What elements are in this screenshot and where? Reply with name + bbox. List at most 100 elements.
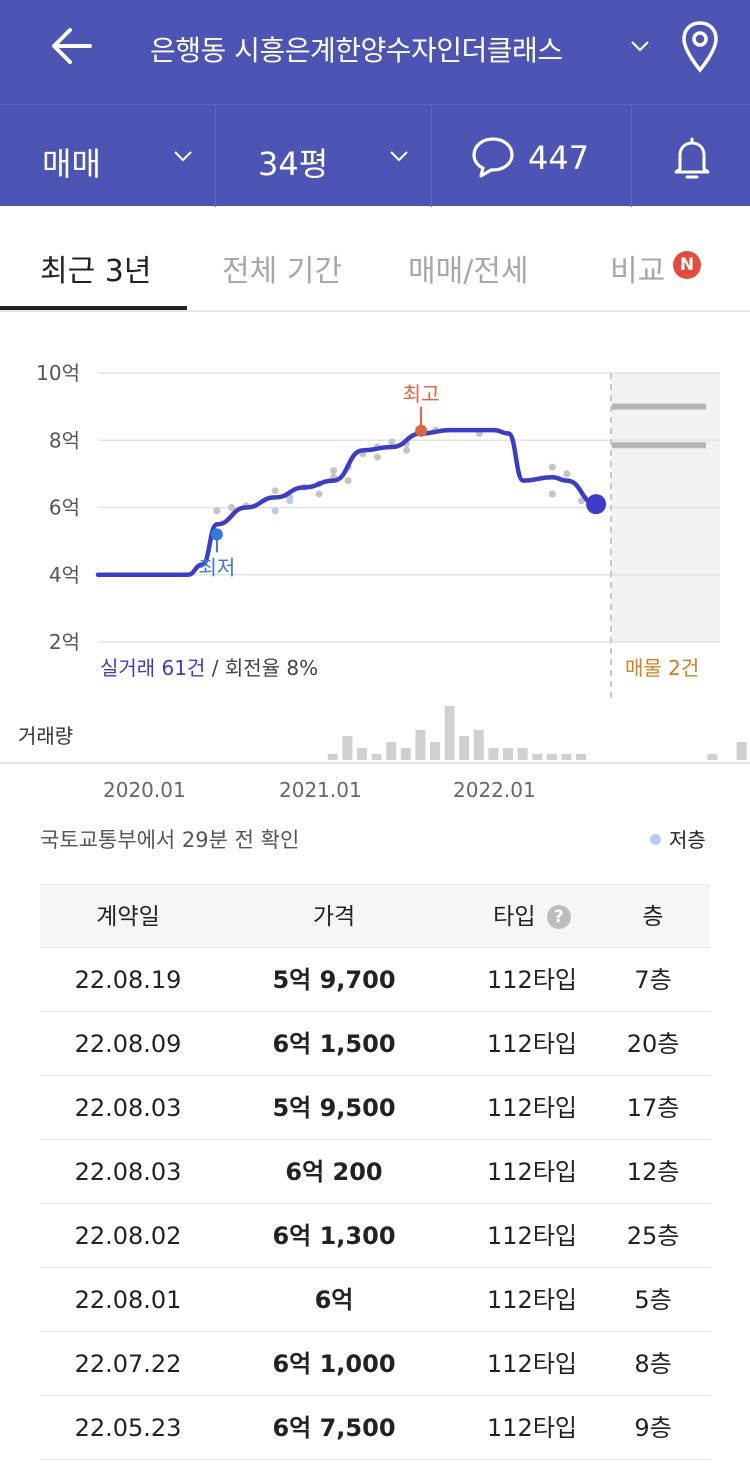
apartment-title[interactable]: 은행동 시흥은계한양수자인더클래스 (150, 34, 563, 67)
row-type: 112타입 (487, 1414, 577, 1442)
row-type: 112타입 (487, 1094, 577, 1122)
help-icon[interactable]: ? (546, 905, 571, 929)
app-header: 은행동 시흥은계한양수자인더클래스 매매 34평 447 (0, 0, 750, 207)
deal-point (388, 438, 396, 446)
new-badge: N (673, 251, 701, 279)
x-tick-label: 2022.01 (453, 778, 536, 802)
table-row[interactable]: 22.08.01 6억 112타입 5층 (40, 1268, 710, 1332)
bell-icon (674, 137, 710, 179)
row-date: 22.05.23 (74, 1414, 182, 1442)
volume-bar (532, 754, 543, 760)
high-label: 최고 (403, 382, 440, 406)
row-price: 6억 7,500 (272, 1414, 396, 1442)
volume-bar (459, 736, 470, 760)
location-pin-icon[interactable] (680, 20, 720, 74)
volume-bar (736, 742, 747, 760)
volume-bar (386, 742, 397, 760)
table-body: 22.08.19 5억 9,700 112타입 7층 22.08.09 6억 1… (40, 948, 710, 1460)
y-tick-label: 6억 (49, 496, 80, 520)
back-arrow-icon[interactable] (48, 22, 96, 70)
deal-point (330, 467, 338, 475)
volume-bar (400, 748, 411, 760)
header-date: 계약일 (96, 904, 160, 930)
tab-sale-jeonse[interactable]: 매매/전세 (408, 254, 529, 289)
table-row[interactable]: 22.08.03 6억 200 112타입 12층 (40, 1140, 710, 1204)
table-row[interactable]: 22.08.03 5억 9,500 112타입 17층 (40, 1076, 710, 1140)
y-tick-label: 10억 (36, 361, 80, 385)
x-tick-label: 2021.01 (279, 778, 362, 802)
current-price-dot[interactable] (586, 494, 607, 515)
row-type: 112타입 (487, 1222, 577, 1250)
data-source-note: 국토교통부에서 29분 전 확인 (40, 828, 300, 852)
low-floor-point (271, 507, 279, 515)
row-price: 5억 9,500 (272, 1094, 396, 1122)
row-floor: 12층 (626, 1158, 680, 1186)
deal-point (344, 477, 352, 485)
tab-compare[interactable]: 비교 (610, 254, 666, 289)
deal-point (213, 507, 221, 515)
transaction-table: 계약일 가격 타입 ? 층 22.08.19 5억 9,700 112타입 7층… (40, 884, 710, 1460)
chevron-down-icon[interactable] (628, 34, 652, 58)
volume-bar (327, 754, 338, 760)
low-label: 최저 (199, 555, 236, 579)
section-divider (0, 762, 750, 764)
listing-count[interactable]: 매물 2건 (625, 656, 700, 680)
row-floor: 9층 (634, 1414, 672, 1442)
table-row[interactable]: 22.08.09 6억 1,500 112타입 20층 (40, 1012, 710, 1076)
row-date: 22.08.01 (74, 1286, 182, 1314)
deal-point (228, 504, 235, 511)
volume-bar (444, 706, 455, 760)
volume-bar (371, 754, 382, 760)
table-row[interactable]: 22.08.19 5억 9,700 112타입 7층 (40, 948, 710, 1012)
y-tick-label: 4억 (49, 563, 80, 587)
comment-count: 447 (528, 139, 590, 177)
comments-button[interactable]: 447 (432, 105, 632, 207)
volume-bar (576, 754, 586, 760)
volume-bar (342, 736, 353, 760)
row-price: 6억 (314, 1286, 354, 1314)
tab-all-period[interactable]: 전체 기간 (222, 254, 342, 289)
active-tab-indicator (0, 306, 187, 310)
deal-point (548, 463, 556, 471)
volume-bar (517, 748, 528, 760)
header-type-label: 타입 (493, 904, 536, 930)
row-floor: 20층 (626, 1030, 680, 1058)
filter-bar: 매매 34평 447 (0, 104, 750, 207)
table-row[interactable]: 22.07.22 6억 1,000 112타입 8층 (40, 1332, 710, 1396)
volume-bar (707, 754, 718, 760)
row-date: 22.08.03 (74, 1094, 182, 1122)
row-price: 6억 1,500 (272, 1030, 396, 1058)
volume-bar (430, 742, 440, 760)
table-row[interactable]: 22.08.02 6억 1,300 112타입 25층 (40, 1204, 710, 1268)
deal-point (373, 453, 381, 461)
header-price: 가격 (312, 904, 356, 930)
row-type: 112타입 (487, 966, 577, 994)
low-floor-legend: 저층 (650, 824, 706, 853)
tab-recent-3-years[interactable]: 최근 3년 (40, 254, 152, 289)
row-floor: 8층 (634, 1350, 672, 1378)
deal-point (315, 490, 323, 498)
row-type: 112타입 (487, 1350, 577, 1378)
deal-type-dropdown[interactable]: 매매 (0, 105, 216, 207)
row-date: 22.07.22 (74, 1350, 182, 1378)
row-price: 5억 9,700 (272, 966, 396, 994)
deal-point (548, 490, 556, 498)
deal-point (403, 446, 410, 454)
row-price: 6억 1,300 (272, 1222, 396, 1250)
volume-label: 거래량 (18, 724, 74, 748)
volume-bar (473, 730, 484, 760)
deal-type-label: 매매 (42, 145, 101, 183)
title-row: 은행동 시흥은계한양수자인더클래스 (0, 0, 750, 104)
table-row[interactable]: 22.05.23 6억 7,500 112타입 9층 (40, 1396, 710, 1460)
deal-point (271, 487, 279, 495)
turnover-rate: / 회전율 8% (205, 656, 319, 680)
period-tabs: 최근 3년 전체 기간 매매/전세 비교 N (0, 206, 750, 312)
alert-button[interactable] (632, 105, 750, 207)
row-date: 22.08.02 (74, 1222, 182, 1250)
size-dropdown[interactable]: 34평 (216, 105, 432, 207)
row-type: 112타입 (487, 1286, 577, 1314)
row-floor: 5층 (634, 1286, 672, 1314)
row-date: 22.08.03 (74, 1158, 182, 1186)
real-deal-count[interactable]: 실거래 61건 (100, 656, 206, 680)
